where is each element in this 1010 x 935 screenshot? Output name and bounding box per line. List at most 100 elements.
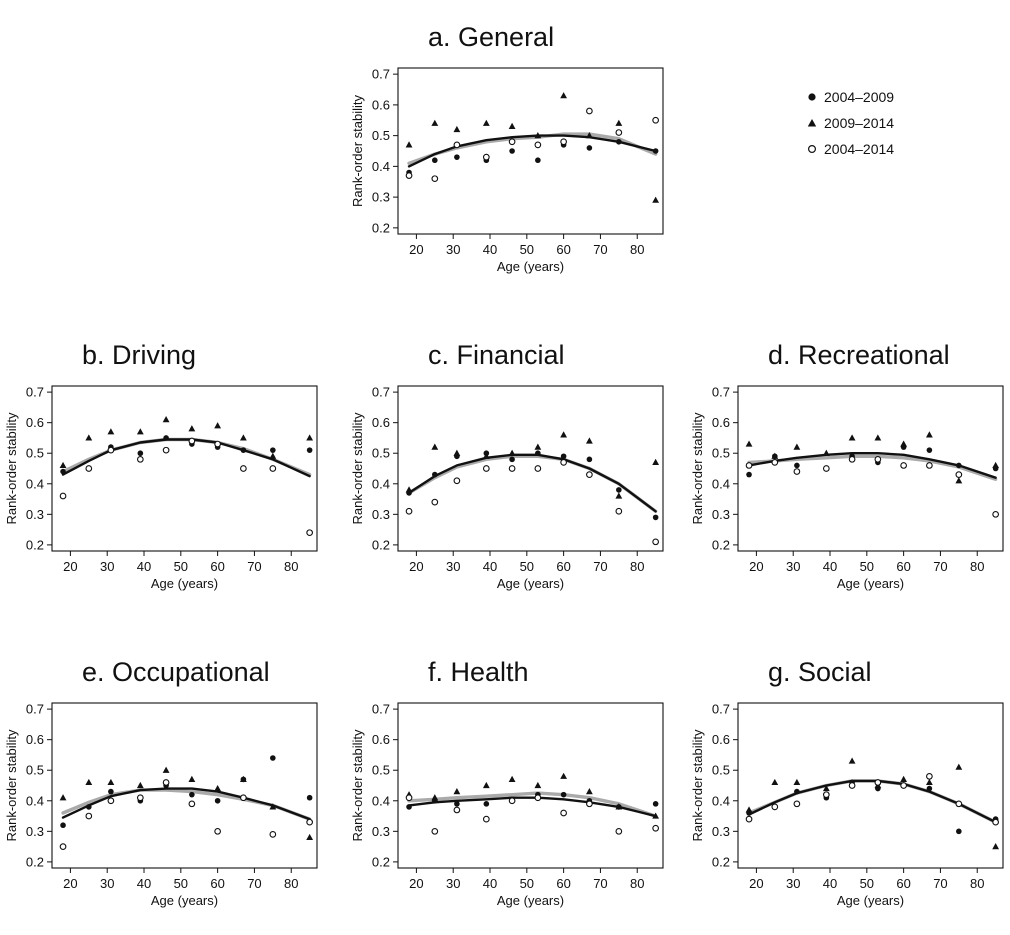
panel-e-ytick-label: 0.5 <box>26 763 44 778</box>
panel-d-point-open-circle <box>793 468 801 475</box>
panel-f-xtick-label: 50 <box>520 876 534 891</box>
panel-g-xtick-label: 80 <box>970 876 984 891</box>
panel-d: d. Recreational 0.2 0.3 0.4 0.5 0.6 0.7 20 30 40 5… <box>690 340 1004 591</box>
panel-e-xtick-label: 20 <box>63 876 77 891</box>
panel-g-ytick-label: 0.4 <box>712 793 730 808</box>
panel-e-point-filled-triangle <box>136 781 144 789</box>
panel-d-point-filled-circle <box>956 462 962 469</box>
panel-g: g. Social 0.2 0.3 0.4 0.5 0.6 0.7 20 30 40 50 60 70 8… <box>690 657 1004 908</box>
panel-g-point-filled-triangle <box>955 763 963 770</box>
panel-a-xtick-label: 50 <box>520 242 534 257</box>
panel-d-xtick-label: 20 <box>749 559 763 574</box>
panel-c-xlabel: Age (years) <box>497 576 564 591</box>
panel-b: b. Driving 0.2 0.3 0.4 0.5 0.6 0.7 20 30 40 50 60 70… <box>4 340 318 591</box>
panel-b-point-open-circle <box>85 465 93 472</box>
panel-c-point-filled-triangle <box>585 437 593 444</box>
panel-e-point-filled-circle <box>108 788 114 795</box>
panel-a-ytick-label: 0.4 <box>372 159 390 174</box>
panel-c-xtick-label: 50 <box>520 559 534 574</box>
panel-g-point-filled-triangle <box>925 778 933 786</box>
panel-f-ytick-label: 0.4 <box>372 793 390 808</box>
panel-a-point-open-circle <box>431 175 439 183</box>
panel-f-point-open-circle <box>508 797 516 805</box>
panel-d-point-filled-circle <box>794 462 800 469</box>
panel-e-point-open-circle <box>306 818 313 826</box>
panel-g-point-open-circle <box>848 782 856 789</box>
panel-f-point-filled-triangle <box>585 788 593 795</box>
panel-a-ytick-label: 0.5 <box>372 128 390 143</box>
panel-a-point-filled-circle <box>652 148 659 154</box>
panel-a-point-open-circle <box>453 141 461 149</box>
panel-c-point-open-circle <box>615 507 623 515</box>
panel-f-point-filled-circle <box>483 801 490 807</box>
panel-d-xtick-label: 70 <box>933 559 947 574</box>
panel-b-point-filled-triangle <box>59 461 67 469</box>
panel-a-ytick-label: 0.2 <box>372 220 390 235</box>
panel-d-frame <box>737 385 1004 552</box>
panel-d-point-filled-triangle <box>822 449 830 456</box>
panel-g-ylabel: Rank-order stability <box>690 729 705 841</box>
panel-a-fit-black <box>407 134 657 168</box>
panel-g-point-filled-triangle <box>771 778 779 786</box>
panel-a-xtick-label: 60 <box>556 242 570 257</box>
panel-f-fit-black <box>407 796 657 818</box>
panel-c-point-open-circle <box>453 477 461 485</box>
panel-a-point-filled-circle <box>586 145 593 151</box>
panel-d-point-open-circle <box>848 455 856 463</box>
panel-c-point-open-circle <box>405 507 413 515</box>
panel-g-point-filled-triangle <box>793 778 801 786</box>
panel-c-point-filled-triangle <box>405 486 413 493</box>
panel-g-point-filled-triangle <box>822 784 830 792</box>
panel-f-point-open-circle <box>405 794 413 802</box>
panel-f-point-filled-circle <box>454 801 460 807</box>
panel-c-point-filled-circle <box>535 450 541 457</box>
panel-d-title: d. Recreational <box>768 340 950 370</box>
panel-b-ytick-label: 0.2 <box>26 537 44 552</box>
panel-d-point-filled-triangle <box>925 431 933 438</box>
panel-f-point-filled-triangle <box>615 803 623 810</box>
panel-b-point-filled-triangle <box>136 428 144 435</box>
panel-d-point-open-circle <box>745 462 753 469</box>
panel-c-point-open-circle <box>534 465 542 472</box>
panel-g-title: g. Social <box>768 657 872 687</box>
panel-e-point-open-circle <box>162 779 170 786</box>
panel-a-point-filled-triangle <box>652 196 660 203</box>
legend-label-1: 2004–2009 <box>824 89 894 105</box>
panel-a-title: a. General <box>428 22 554 52</box>
panel-e-point-open-circle <box>59 843 67 850</box>
panel-a-xtick-label: 80 <box>630 242 644 257</box>
panel-c-ytick-label: 0.6 <box>372 415 390 430</box>
panel-b-point-filled-triangle <box>306 434 314 441</box>
panel-d-xlabel: Age (years) <box>837 576 904 591</box>
panel-d-xtick-label: 60 <box>896 559 910 574</box>
panel-e-point-filled-triangle <box>306 833 314 841</box>
panel-a-point-filled-triangle <box>508 122 516 130</box>
panel-e-xtick-label: 30 <box>100 876 114 891</box>
panel-e-ytick-label: 0.3 <box>26 824 44 839</box>
panel-f-xtick-label: 70 <box>593 876 607 891</box>
panel-c-point-filled-triangle <box>652 458 660 465</box>
panel-c-ytick-label: 0.7 <box>372 385 390 400</box>
panel-d-xtick-label: 80 <box>970 559 984 574</box>
panel-a-frame <box>397 67 664 235</box>
panel-g-point-filled-triangle <box>992 843 1000 850</box>
panel-e-point-filled-circle <box>86 804 92 810</box>
panel-f-point-open-circle <box>431 827 439 835</box>
panel-c-point-open-circle <box>586 471 593 478</box>
panel-b-point-open-circle <box>214 440 221 448</box>
panel-e-point-filled-triangle <box>269 803 277 810</box>
panel-g-point-open-circle <box>900 782 907 789</box>
panel-d-point-filled-triangle <box>745 440 753 447</box>
panel-g-xtick-label: 60 <box>896 876 910 891</box>
panel-d-point-filled-triangle <box>793 443 801 450</box>
panel-a-xtick-label: 30 <box>446 242 460 257</box>
panel-b-xtick-label: 20 <box>63 559 77 574</box>
panel-a-point-filled-circle <box>432 157 438 164</box>
panel-b-point-filled-triangle <box>214 422 222 429</box>
panel-f-point-open-circle <box>534 794 542 802</box>
panel-a-point-filled-circle <box>535 157 541 164</box>
panel-b-point-open-circle <box>162 446 170 454</box>
panel-g-ytick-label: 0.7 <box>712 702 730 717</box>
panel-g-xtick-label: 30 <box>786 876 800 891</box>
panel-b-point-filled-triangle <box>162 416 170 423</box>
